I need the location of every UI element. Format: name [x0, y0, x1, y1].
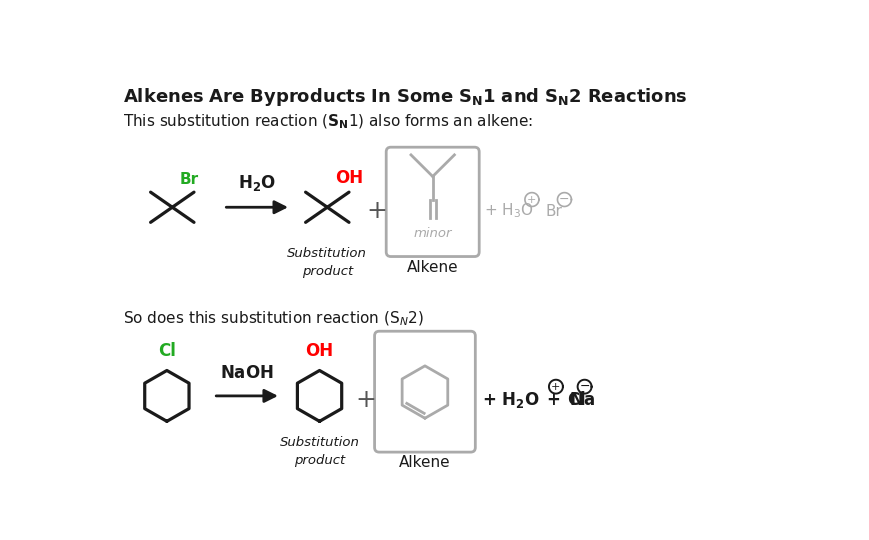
Text: Alkene: Alkene — [407, 260, 458, 275]
Text: $\bf{Cl}$: $\bf{Cl}$ — [566, 391, 585, 409]
Text: +: + — [366, 199, 387, 223]
Text: +: + — [551, 382, 560, 392]
Text: $\bf{Alkenes\ Are\ Byproducts\ In\ Some\ S_N1\ and\ S_N2\ Reactions}$: $\bf{Alkenes\ Are\ Byproducts\ In\ Some\… — [123, 86, 687, 109]
Text: −: − — [559, 193, 569, 206]
Text: $\bf{NaOH}$: $\bf{NaOH}$ — [220, 364, 273, 382]
Text: Substitution
product: Substitution product — [279, 436, 359, 467]
Text: −: − — [579, 380, 589, 393]
Text: + H$_3$O: + H$_3$O — [483, 202, 533, 220]
Text: Alkene: Alkene — [399, 455, 450, 470]
Text: $\bf{H_2O}$: $\bf{H_2O}$ — [237, 173, 275, 193]
Text: $\bf{+\ H_2O\ +\ Na}$: $\bf{+\ H_2O\ +\ Na}$ — [481, 390, 594, 410]
Text: +: + — [527, 194, 536, 205]
Text: Cl: Cl — [158, 342, 176, 361]
Text: OH: OH — [335, 169, 362, 187]
Text: Br: Br — [545, 204, 562, 219]
Text: Br: Br — [180, 172, 199, 187]
Text: Substitution
product: Substitution product — [287, 247, 367, 278]
Text: +: + — [355, 388, 376, 411]
Text: This substitution reaction ($\mathbf{S_N}$1) also forms an alkene:: This substitution reaction ($\mathbf{S_N… — [123, 112, 532, 131]
FancyBboxPatch shape — [386, 147, 479, 256]
FancyBboxPatch shape — [375, 331, 474, 452]
Text: OH: OH — [305, 342, 333, 361]
Text: minor: minor — [413, 227, 451, 240]
Text: So does this substitution reaction (S$_N$2): So does this substitution reaction (S$_N… — [123, 309, 423, 328]
